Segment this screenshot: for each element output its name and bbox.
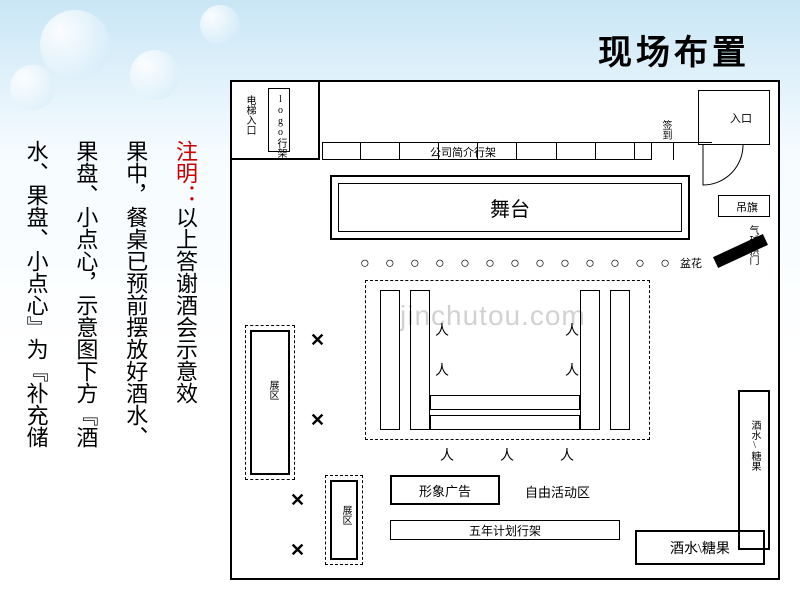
person-marker: 人 — [565, 320, 579, 340]
flag-label: 吊旗 — [736, 199, 758, 215]
booth-left-dash — [245, 325, 295, 480]
signin-label: 签到 — [658, 120, 673, 140]
decor-bubble — [130, 50, 180, 100]
door-arc — [698, 145, 770, 190]
flower-row: ○○○○○○○○○○○○○ — [360, 255, 670, 273]
logo-rack-label: logo行架 — [273, 94, 288, 158]
person-marker: 人 — [440, 445, 454, 465]
x-mark: ✕ — [310, 410, 325, 431]
seat-col-r — [610, 290, 630, 430]
note-col-4: 水、果盘、小点心』为『补充储 — [15, 140, 57, 560]
elevator-label: 电梯入口 — [242, 95, 257, 135]
seat-col-l2 — [410, 290, 430, 430]
seat-col-l — [380, 290, 400, 430]
booth-left-label: 展区 — [265, 380, 280, 400]
note-text: 注明：以上答谢酒会示意效 果中，餐桌已预前摆放好酒水、 果盘、小点心，示意图下方… — [30, 140, 210, 560]
decor-bubble — [200, 5, 240, 45]
person-marker: 人 — [565, 360, 579, 380]
seat-row-b2 — [430, 395, 580, 410]
plan-rack-box: 五年计划行架 — [390, 520, 620, 540]
note-col-1: 注明：以上答谢酒会示意效 — [164, 140, 206, 560]
decor-bubble — [40, 10, 110, 80]
x-mark: ✕ — [290, 490, 305, 511]
person-marker: 人 — [500, 445, 514, 465]
x-mark: ✕ — [290, 540, 305, 561]
note-col-2: 果中，餐桌已预前摆放好酒水、 — [114, 140, 156, 560]
wine-candy-v-label: 酒水\糖果 — [747, 420, 762, 471]
note-col-3: 果盘、小点心，示意图下方『酒 — [65, 140, 107, 560]
free-zone-label: 自由活动区 — [525, 482, 590, 501]
stage-label: 舞台 — [490, 193, 530, 222]
person-marker: 人 — [435, 320, 449, 340]
floorplan: 电梯入口 logo行架 公司简介行架 签到 入口 吊旗 舞台 ○○○○○○○○○… — [230, 80, 780, 580]
seat-row-b — [430, 415, 580, 430]
page-title: 现场布置 — [598, 25, 750, 74]
image-ad-box: 形象广告 — [390, 475, 500, 505]
person-marker: 人 — [435, 360, 449, 380]
flower-label: 盆花 — [680, 255, 702, 271]
note-col-5: 备摆放区』。 — [0, 140, 7, 560]
slot-row — [322, 142, 712, 160]
seat-col-r2 — [580, 290, 600, 430]
x-mark: ✕ — [310, 330, 325, 351]
balloon-label: 气球拱门 — [745, 225, 760, 265]
decor-bubble — [10, 65, 55, 110]
person-marker: 人 — [560, 445, 574, 465]
entrance-label: 入口 — [730, 110, 752, 126]
booth-mid-label: 展区 — [338, 505, 353, 525]
stage-box: 舞台 — [330, 175, 690, 240]
